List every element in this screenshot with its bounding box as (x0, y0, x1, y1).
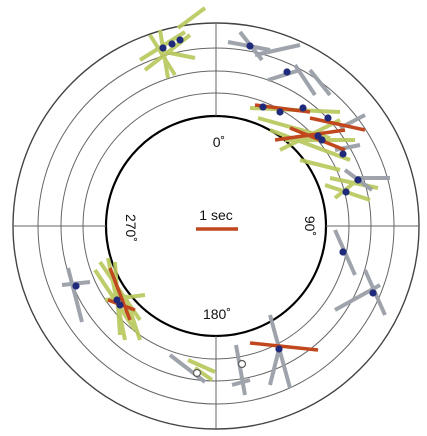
label-azimuth-270: 270˚ (123, 214, 139, 242)
gray-bar (66, 267, 84, 323)
dot-marker (276, 108, 284, 116)
gray-bar (254, 43, 301, 57)
gray-bar (267, 68, 301, 82)
dot-marker (168, 40, 176, 48)
dot-marker (339, 150, 347, 158)
red-bar (309, 116, 366, 132)
dot-marker (369, 289, 377, 297)
dot-marker (299, 104, 307, 112)
red-bar (108, 267, 132, 321)
gray-bar (308, 68, 332, 97)
gray-bar (293, 63, 317, 97)
dot-marker (275, 345, 283, 353)
yellow-bar (187, 358, 216, 374)
dot-marker (318, 136, 326, 144)
dot-marker (342, 188, 350, 196)
dot-marker (246, 42, 254, 50)
yellow-bar (176, 6, 207, 30)
circle-marker (237, 359, 247, 369)
label-azimuth-180: 180˚ (203, 306, 231, 322)
scale-bar-label: 1 sec (199, 207, 232, 223)
gray-bar (334, 283, 381, 312)
circle-marker (192, 368, 202, 378)
label-azimuth-90: 90˚ (302, 216, 318, 236)
open-marker-group (192, 359, 247, 378)
dot-marker (259, 103, 267, 111)
gray-bar (231, 378, 251, 387)
dot-marker (324, 114, 332, 122)
label-azimuth-0: 0˚ (213, 134, 225, 150)
yellow-bar (299, 158, 341, 172)
dot-marker (354, 176, 362, 184)
dot-marker (339, 248, 347, 256)
dot-group (72, 36, 377, 353)
yellow-bar (123, 294, 142, 341)
gray-bar (234, 344, 247, 396)
dot-marker (72, 282, 80, 290)
dot-marker (176, 36, 184, 44)
dot-marker (159, 44, 167, 52)
axis-lines (13, 23, 419, 429)
yellow-bar (269, 128, 351, 162)
red-bar (249, 341, 319, 352)
gray-bar (168, 353, 207, 384)
dot-marker (283, 68, 291, 76)
gray-bar-group (61, 30, 390, 396)
dot-marker (116, 301, 124, 309)
